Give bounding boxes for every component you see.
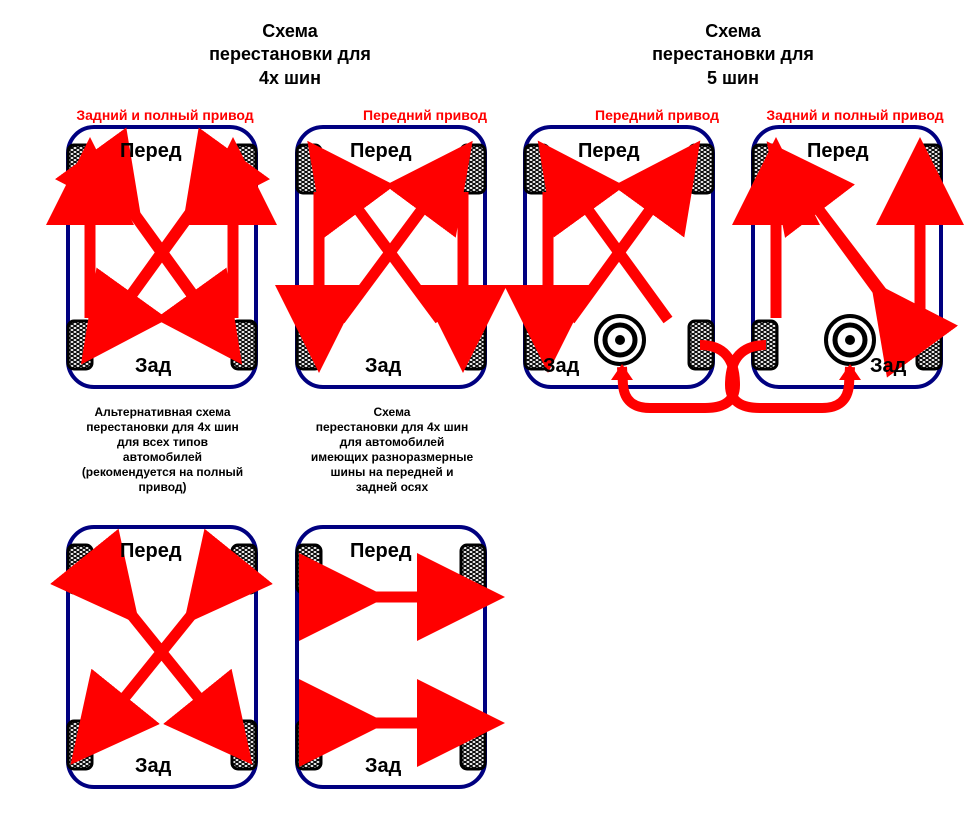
front-label: Перед	[120, 540, 182, 563]
panel-caption: Схемаперестановки для 4х шиндля автомоби…	[297, 405, 487, 495]
front-label: Перед	[120, 140, 182, 163]
panel-caption: Альтернативная схемаперестановки для 4х …	[75, 405, 250, 495]
drive-type-label: Задний и полный привод	[60, 107, 270, 123]
rear-label: Зад	[543, 355, 579, 378]
rear-label: Зад	[365, 755, 401, 778]
rear-label: Зад	[870, 355, 906, 378]
drive-type-label: Передний привод	[320, 107, 530, 123]
rear-label: Зад	[135, 755, 171, 778]
drive-type-label: Передний привод	[552, 107, 762, 123]
front-label: Перед	[807, 140, 869, 163]
front-label: Перед	[578, 140, 640, 163]
front-label: Перед	[350, 140, 412, 163]
front-label: Перед	[350, 540, 412, 563]
drive-type-label: Задний и полный привод	[750, 107, 960, 123]
rear-label: Зад	[135, 355, 171, 378]
rear-label: Зад	[365, 355, 401, 378]
